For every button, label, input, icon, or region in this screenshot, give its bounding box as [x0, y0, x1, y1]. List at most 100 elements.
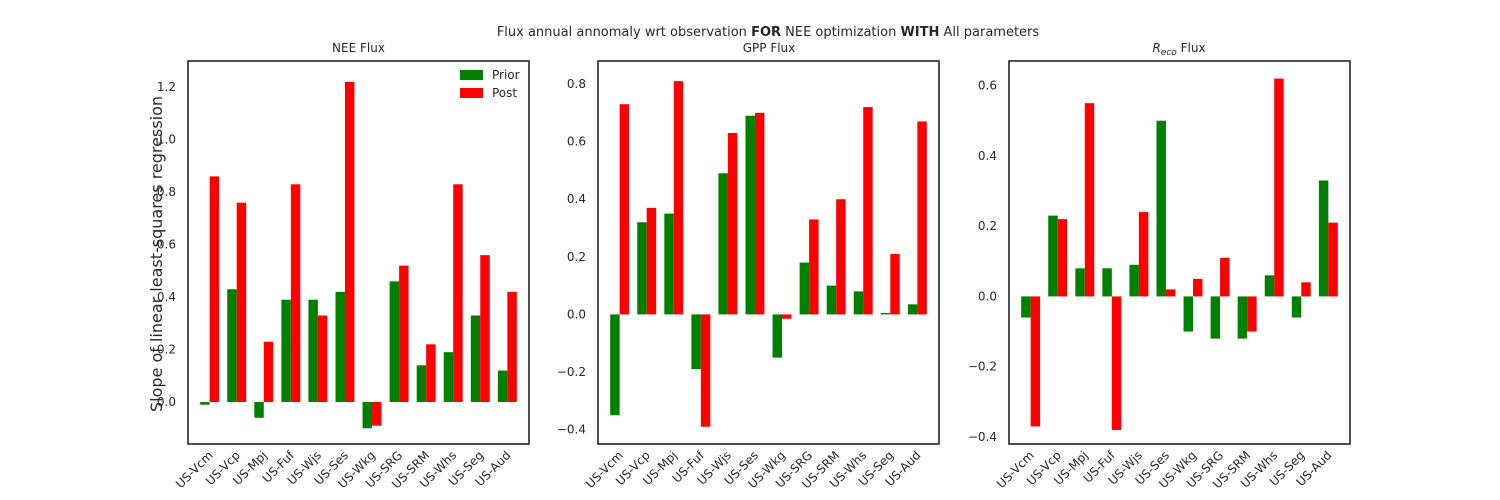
nee-flux-bar-prior-us-vcp: [227, 289, 237, 403]
nee-flux-y-tick-label: 0.2: [157, 343, 176, 357]
gpp-flux-bar-prior-us-wkg: [772, 314, 783, 358]
gpp-flux-bar-prior-us-srg: [799, 262, 810, 315]
nee-flux-bar-prior-us-fuf: [281, 299, 291, 403]
nee-flux-bar-post-us-srm: [426, 344, 436, 403]
nee-flux-y-axis-label: Slope of linear least-squares regression: [147, 96, 166, 412]
legend-post-label: Post: [492, 86, 517, 100]
gpp-flux-bar-post-us-srg: [809, 219, 819, 315]
reco-flux-bar-prior-us-srm: [1237, 296, 1248, 339]
gpp-flux-bar-prior-us-mpj: [664, 213, 674, 315]
reco-flux-bar-post-us-aud: [1328, 222, 1338, 297]
reco-flux-bar-post-us-wkg: [1193, 278, 1203, 297]
nee-flux-bar-post-us-vcp: [236, 202, 247, 403]
nee-flux-bar-post-us-vcm: [209, 176, 220, 403]
gpp-flux-bar-post-us-whs: [863, 107, 873, 315]
nee-flux-y-tick-label: 1.0: [157, 133, 176, 147]
reco-flux-bar-post-us-ses: [1165, 289, 1176, 297]
nee-flux-bar-prior-us-srm: [416, 365, 427, 403]
gpp-flux-bar-prior-us-fuf: [691, 314, 701, 370]
gpp-flux-bar-post-us-srm: [836, 199, 846, 315]
nee-flux-y-tick-label: 0.6: [157, 238, 176, 252]
nee-flux-bar-post-us-srg: [399, 265, 409, 403]
nee-flux-bar-post-us-whs: [453, 184, 463, 403]
nee-flux-bar-post-us-ses: [344, 81, 355, 403]
nee-flux-bar-prior-us-seg: [470, 315, 481, 403]
nee-flux-bar-prior-us-whs: [443, 352, 454, 403]
reco-flux-bar-prior-us-seg: [1291, 296, 1302, 318]
reco-flux-bar-prior-us-ses: [1156, 120, 1166, 297]
nee-flux-y-tick-label: 0.4: [157, 290, 176, 304]
gpp-flux-bar-post-us-ses: [754, 112, 765, 315]
gpp-flux-bar-prior-us-whs: [853, 291, 864, 315]
nee-flux-bar-prior-us-wjs: [308, 299, 318, 403]
gpp-flux-bar-post-us-wkg: [782, 314, 792, 319]
reco-flux-y-tick-label: 0.4: [978, 149, 997, 163]
suptitle-bold-2: WITH: [900, 25, 939, 40]
reco-flux-bar-post-us-seg: [1301, 282, 1311, 297]
nee-flux-bar-post-us-aud: [507, 291, 517, 403]
nee-flux-bar-prior-us-aud: [497, 370, 508, 403]
gpp-flux-y-tick-label: −0.2: [557, 365, 586, 379]
reco-flux-bar-post-us-fuf: [1111, 296, 1122, 430]
gpp-flux-y-tick-label: 0.4: [567, 192, 586, 206]
reco-flux-bar-prior-us-wjs: [1129, 264, 1139, 297]
nee-flux-bar-prior-us-mpj: [254, 402, 264, 418]
gpp-flux-bar-prior-us-vcp: [637, 222, 647, 315]
gpp-flux-bar-post-us-vcp: [646, 207, 657, 315]
gpp-flux-bar-post-us-aud: [917, 121, 927, 315]
reco-flux-y-tick-label: 0.2: [978, 219, 997, 233]
reco-flux-y-tick-label: 0.6: [978, 79, 997, 93]
reco-flux-bar-post-us-whs: [1274, 78, 1284, 297]
reco-flux-bar-post-us-srm: [1247, 296, 1257, 332]
nee-flux-plot-area: 0.00.20.40.60.81.01.2US-VcmUS-VcpUS-MpjU…: [157, 60, 530, 491]
reco-title-r: R: [1152, 41, 1160, 55]
reco-flux-y-tick-label: −0.2: [968, 360, 997, 374]
gpp-flux-y-tick-label: −0.4: [557, 423, 586, 437]
gpp-flux-y-tick-label: 0.2: [567, 250, 586, 264]
nee-flux-title: NEE Flux: [332, 41, 385, 55]
nee-flux-axes-frame: [187, 60, 530, 445]
nee-flux-bar-prior-us-vcm: [200, 402, 210, 405]
reco-flux-axes-frame: [1008, 60, 1351, 445]
gpp-flux-bar-prior-us-aud: [907, 304, 918, 315]
nee-flux-bar-prior-us-ses: [335, 291, 345, 403]
suptitle-pre: Flux annual annomaly wrt observation: [497, 25, 751, 40]
nee-flux-bar-post-us-fuf: [290, 184, 301, 403]
nee-flux-bar-post-us-mpj: [263, 341, 274, 403]
gpp-flux-plot-area: −0.4−0.20.00.20.40.60.8US-VcmUS-VcpUS-Mp…: [557, 60, 940, 491]
gpp-flux-bar-post-us-fuf: [700, 314, 711, 427]
nee-flux-bar-prior-us-srg: [389, 281, 400, 403]
reco-flux-y-tick-label: −0.4: [968, 430, 997, 444]
gpp-flux-bar-post-us-mpj: [673, 81, 684, 315]
nee-flux-panel: 0.00.20.40.60.81.01.2US-VcmUS-VcpUS-MpjU…: [147, 41, 530, 491]
reco-flux-bar-prior-us-whs: [1264, 275, 1275, 297]
nee-flux-y-tick-label: 1.2: [157, 80, 176, 94]
reco-title-subscript: eco: [1161, 48, 1177, 58]
gpp-flux-bar-prior-us-wjs: [718, 173, 728, 315]
gpp-flux-title: GPP Flux: [743, 41, 796, 55]
legend-prior-swatch: [460, 70, 483, 80]
legend-prior-label: Prior: [492, 68, 520, 82]
legend-post-swatch: [460, 88, 483, 98]
gpp-flux-bar-prior-us-srm: [826, 285, 837, 315]
reco-flux-bar-prior-us-vcm: [1021, 296, 1031, 318]
reco-flux-bar-prior-us-vcp: [1048, 215, 1058, 297]
reco-flux-y-tick-label: 0.0: [978, 289, 997, 303]
nee-flux-legend: Prior Post: [460, 68, 520, 100]
reco-flux-bar-post-us-srg: [1220, 257, 1230, 297]
gpp-flux-y-tick-label: 0.8: [567, 77, 586, 91]
gpp-flux-bar-post-us-vcm: [619, 104, 630, 315]
figure-suptitle: Flux annual annomaly wrt observation FOR…: [497, 25, 1040, 40]
nee-flux-y-tick-label: 0.8: [157, 185, 176, 199]
reco-flux-bar-post-us-vcp: [1057, 219, 1068, 297]
nee-flux-bar-prior-us-wkg: [362, 402, 373, 429]
suptitle-bold-1: FOR: [751, 25, 781, 40]
reco-flux-plot-area: −0.4−0.20.00.20.40.6US-VcmUS-VcpUS-MpjUS…: [968, 60, 1351, 491]
suptitle-post: All parameters: [939, 25, 1039, 40]
suptitle-mid: NEE optimization: [781, 25, 900, 40]
nee-flux-y-tick-label: 0.0: [157, 395, 176, 409]
nee-flux-bar-post-us-wjs: [317, 315, 328, 403]
reco-flux-panel: −0.4−0.20.00.20.40.6US-VcmUS-VcpUS-MpjUS…: [968, 41, 1351, 491]
gpp-flux-bar-post-us-seg: [890, 253, 900, 315]
